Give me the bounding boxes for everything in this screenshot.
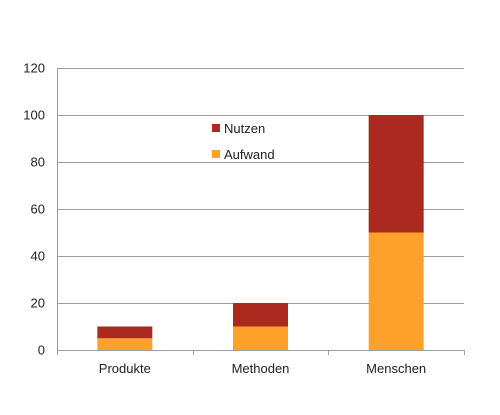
bars [97, 115, 424, 350]
y-tick-label-40: 40 [31, 249, 45, 264]
x-tick-label-menschen: Menschen [366, 361, 426, 376]
bar-aufwand-menschen [368, 232, 424, 350]
bar-nutzen-menschen [368, 115, 424, 233]
legend-swatch-aufwand [212, 150, 220, 158]
bar-nutzen-produkte [97, 326, 153, 339]
bar-aufwand-methoden [233, 326, 288, 350]
legend-label-nutzen: Nutzen [224, 121, 265, 136]
bar-aufwand-produkte [97, 338, 153, 350]
y-tick-label-120: 120 [23, 61, 45, 76]
legend-label-aufwand: Aufwand [224, 147, 275, 162]
legend: Nutzen Aufwand [212, 121, 275, 162]
y-tick-label-60: 60 [31, 202, 45, 217]
y-tick-labels: 0 20 40 60 80 100 120 [23, 61, 45, 358]
legend-swatch-nutzen [212, 124, 220, 132]
x-tick-labels: Produkte Methoden Menschen [99, 361, 426, 376]
y-tick-label-80: 80 [31, 155, 45, 170]
y-tick-label-100: 100 [23, 108, 45, 123]
bar-nutzen-methoden [233, 303, 288, 327]
axes [57, 68, 465, 355]
y-tick-label-0: 0 [38, 343, 45, 358]
y-tick-label-20: 20 [31, 296, 45, 311]
x-tick-label-methoden: Methoden [232, 361, 290, 376]
x-tick-label-produkte: Produkte [99, 361, 151, 376]
